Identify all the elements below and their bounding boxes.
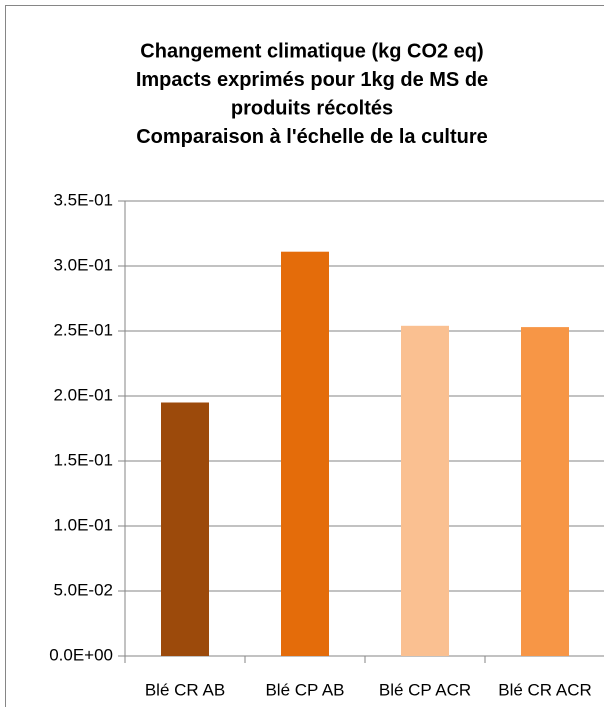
x-tick-label: Blé CP AB: [265, 680, 344, 699]
y-tick-label: 1.5E-01: [53, 450, 113, 469]
chart-title: Changement climatique (kg CO2 eq): [140, 40, 483, 62]
x-tick-label: Blé CP ACR: [379, 680, 471, 699]
x-tick-label: Blé CR ACR: [498, 680, 592, 699]
y-tick-label: 5.0E-02: [53, 580, 113, 599]
y-tick-label: 2.5E-01: [53, 320, 113, 339]
chart-title: Comparaison à l'échelle de la culture: [136, 126, 488, 148]
bar: [521, 327, 569, 656]
y-tick-label: 0.0E+00: [49, 645, 113, 664]
bar: [281, 251, 329, 656]
y-tick-label: 3.0E-01: [53, 255, 113, 274]
bar: [161, 402, 209, 656]
bar: [401, 325, 449, 656]
chart-title: produits récoltés: [231, 97, 393, 119]
y-tick-label: 3.5E-01: [53, 190, 113, 209]
y-tick-label: 1.0E-01: [53, 515, 113, 534]
chart-title: Impacts exprimés pour 1kg de MS de: [136, 69, 488, 91]
x-tick-label: Blé CR AB: [145, 680, 225, 699]
y-tick-label: 2.0E-01: [53, 385, 113, 404]
